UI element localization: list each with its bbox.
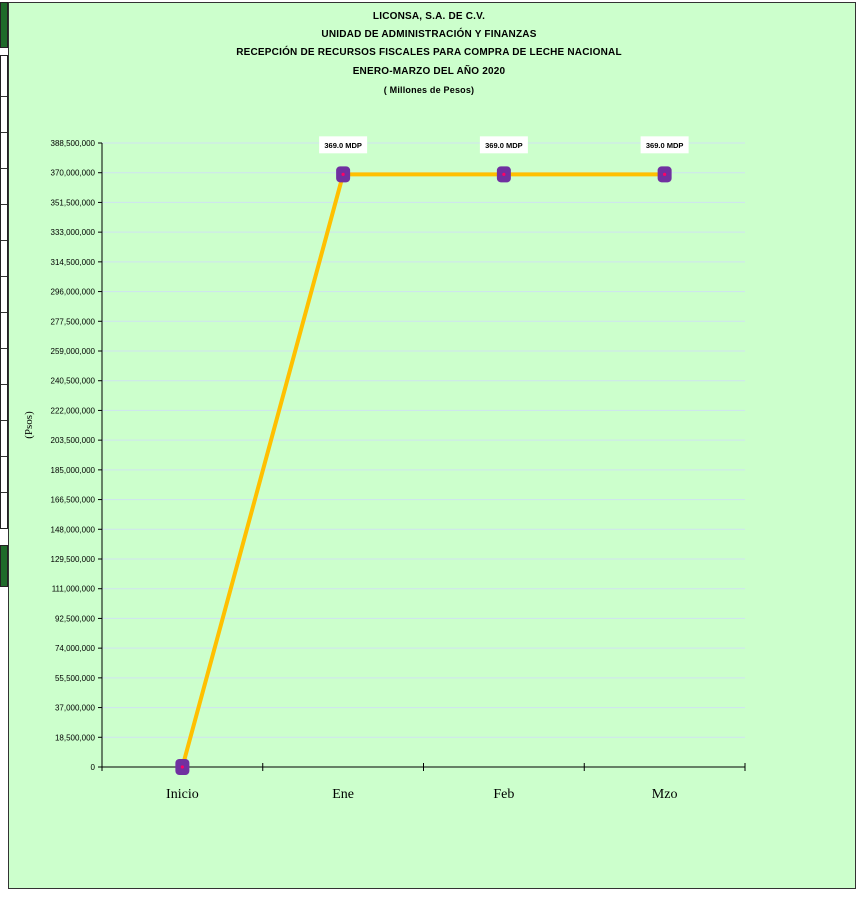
data-point-center bbox=[180, 765, 184, 769]
side-strip-bottom bbox=[0, 545, 8, 587]
data-label-box bbox=[319, 136, 368, 154]
y-tick-label: 37,000,000 bbox=[55, 704, 96, 713]
x-tick-label: Ene bbox=[332, 787, 354, 802]
y-tick-label: 240,500,000 bbox=[51, 377, 96, 386]
x-tick-label: Inicio bbox=[166, 787, 199, 802]
data-point-center bbox=[663, 172, 667, 176]
y-tick-label: 203,500,000 bbox=[51, 436, 96, 445]
chart-area bbox=[8, 2, 856, 889]
y-tick-label: 296,000,000 bbox=[51, 288, 96, 297]
y-tick-label: 277,500,000 bbox=[51, 317, 96, 326]
y-tick-label: 222,000,000 bbox=[51, 406, 96, 415]
y-tick-label: 148,000,000 bbox=[51, 525, 96, 534]
y-tick-label: 92,500,000 bbox=[55, 614, 96, 623]
y-tick-label: 0 bbox=[91, 763, 96, 772]
y-tick-label: 259,000,000 bbox=[51, 347, 96, 356]
chart-title-line-4: ENERO-MARZO DEL AÑO 2020 bbox=[352, 66, 506, 77]
y-tick-label: 74,000,000 bbox=[55, 644, 96, 653]
y-tick-label: 111,000,000 bbox=[52, 585, 96, 594]
data-label: 369.0 MDP bbox=[324, 141, 362, 150]
series-line bbox=[180, 172, 665, 768]
x-tick-label: Feb bbox=[493, 787, 514, 802]
data-label-box bbox=[479, 136, 528, 154]
side-strip-middle bbox=[0, 55, 8, 529]
chart-title-line-2: UNIDAD DE ADMINISTRACIÓN Y FINANZAS bbox=[321, 29, 537, 40]
data-point-center bbox=[502, 172, 506, 176]
y-tick-label: 129,500,000 bbox=[51, 555, 96, 564]
y-tick-label: 166,500,000 bbox=[51, 496, 96, 505]
y-tick-label: 314,500,000 bbox=[51, 258, 96, 267]
data-label: 369.0 MDP bbox=[485, 141, 523, 150]
data-label-box bbox=[640, 136, 689, 154]
y-tick-label: 55,500,000 bbox=[55, 674, 96, 683]
y-tick-label: 18,500,000 bbox=[55, 733, 96, 742]
data-point-center bbox=[341, 172, 345, 176]
data-label: 369.0 MDP bbox=[646, 141, 684, 150]
side-strip-top bbox=[0, 2, 8, 48]
y-tick-label: 388,500,000 bbox=[51, 139, 96, 148]
chart-subtitle: ( Millones de Pesos) bbox=[383, 85, 475, 95]
y-tick-label: 351,500,000 bbox=[51, 198, 96, 207]
y-axis-title: (Psos) bbox=[23, 411, 35, 439]
chart-title-line-1: LICONSA, S.A. DE C.V. bbox=[372, 11, 486, 22]
x-tick-label: Mzo bbox=[652, 787, 678, 802]
y-tick-label: 333,000,000 bbox=[51, 228, 96, 237]
y-tick-label: 370,000,000 bbox=[51, 169, 96, 178]
chart-title-line-3: RECEPCIÓN DE RECURSOS FISCALES PARA COMP… bbox=[236, 47, 622, 58]
y-tick-label: 185,000,000 bbox=[51, 466, 96, 475]
